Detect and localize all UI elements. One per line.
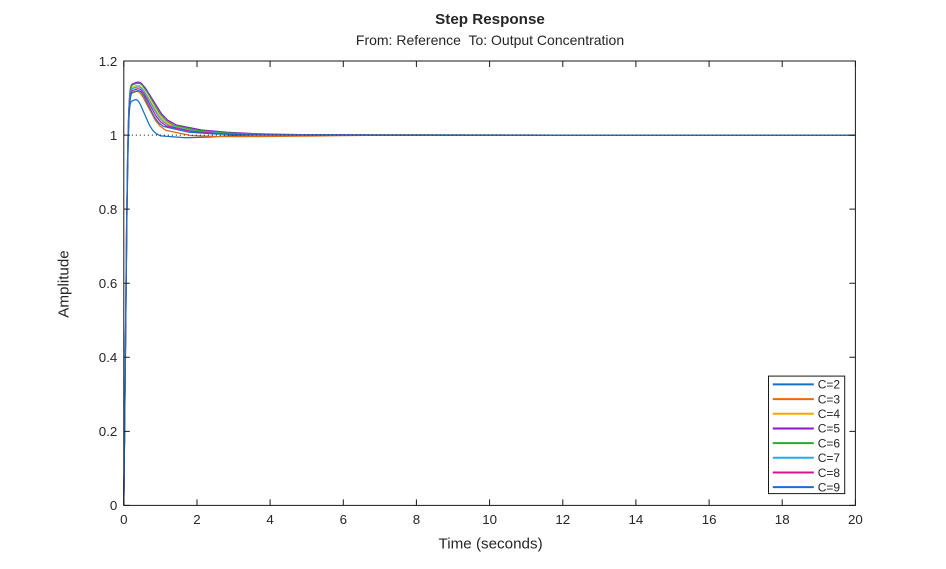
svg-text:0.8: 0.8 <box>99 202 118 217</box>
svg-text:Step Response: Step Response <box>435 11 545 28</box>
svg-text:14: 14 <box>629 512 644 527</box>
svg-text:8: 8 <box>413 512 420 527</box>
svg-text:12: 12 <box>555 512 570 527</box>
svg-text:6: 6 <box>340 512 347 527</box>
svg-text:Amplitude: Amplitude <box>55 250 72 318</box>
svg-text:0.2: 0.2 <box>99 424 118 439</box>
svg-text:2: 2 <box>193 512 200 527</box>
svg-text:0.4: 0.4 <box>99 350 118 365</box>
svg-text:1: 1 <box>110 128 117 143</box>
svg-text:C=8: C=8 <box>818 466 841 480</box>
svg-text:20: 20 <box>848 512 863 527</box>
svg-text:Time (seconds): Time (seconds) <box>439 536 543 553</box>
svg-text:C=4: C=4 <box>818 407 841 421</box>
svg-text:10: 10 <box>482 512 497 527</box>
svg-text:C=6: C=6 <box>818 436 841 450</box>
svg-text:C=7: C=7 <box>818 451 841 465</box>
svg-text:0: 0 <box>120 512 127 527</box>
svg-text:C=9: C=9 <box>818 480 841 494</box>
svg-text:0.6: 0.6 <box>99 276 118 291</box>
svg-text:1.2: 1.2 <box>99 54 118 69</box>
svg-text:18: 18 <box>775 512 790 527</box>
svg-text:4: 4 <box>266 512 273 527</box>
svg-text:0: 0 <box>110 498 117 513</box>
svg-text:C=5: C=5 <box>818 422 841 436</box>
svg-text:C=2: C=2 <box>818 378 841 392</box>
svg-text:From: Reference To: Output Co: From: Reference To: Output Concentration <box>356 32 624 48</box>
svg-text:16: 16 <box>702 512 717 527</box>
svg-text:C=3: C=3 <box>818 392 841 406</box>
